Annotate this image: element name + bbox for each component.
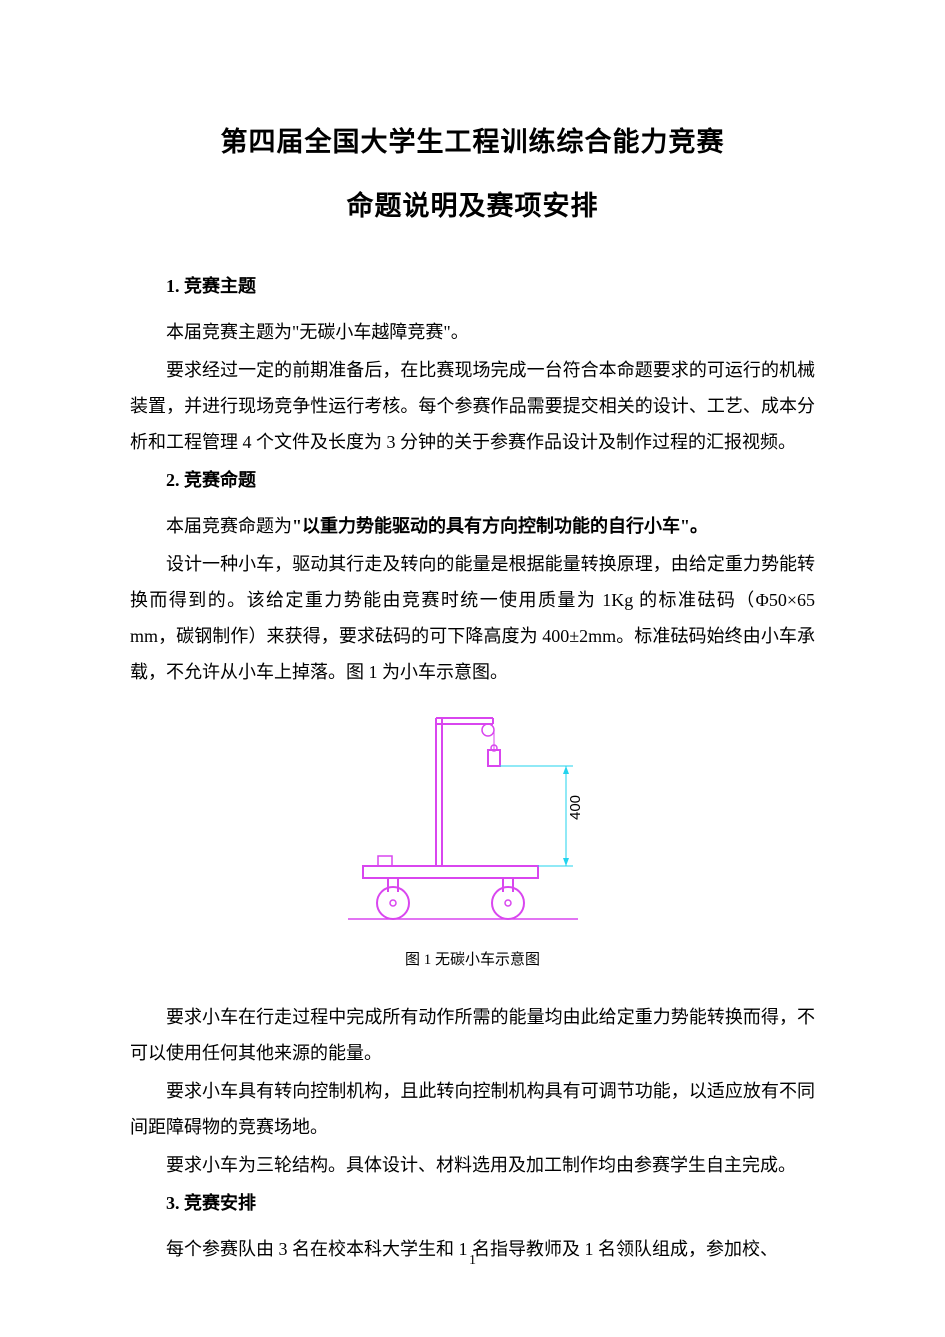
- figure-container: 400 图 1 无碳小车示意图: [130, 708, 815, 969]
- page-number: 1: [469, 1253, 476, 1269]
- section1-p1: 本届竞赛主题为"无碳小车越障竞赛"。: [130, 314, 815, 350]
- section2-p1-bold: "以重力势能驱动的具有方向控制功能的自行小车"。: [292, 516, 708, 536]
- section2-p3: 要求小车在行走过程中完成所有动作所需的能量均由此给定重力势能转换而得，不可以使用…: [130, 999, 815, 1071]
- section3-heading: 3. 竞赛安排: [130, 1185, 815, 1221]
- cart-diagram: 400: [328, 708, 618, 928]
- section2-p5: 要求小车为三轮结构。具体设计、材料选用及加工制作均由参赛学生自主完成。: [130, 1147, 815, 1183]
- figure-caption: 图 1 无碳小车示意图: [130, 948, 815, 969]
- title-main: 第四届全国大学生工程训练综合能力竞赛: [130, 120, 815, 159]
- section2-heading: 2. 竞赛命题: [130, 462, 815, 498]
- section1-heading: 1. 竞赛主题: [130, 268, 815, 304]
- section2-p2: 设计一种小车，驱动其行走及转向的能量是根据能量转换原理，由给定重力势能转换而得到…: [130, 546, 815, 690]
- section2-p1-prefix: 本届竞赛命题为: [166, 516, 292, 536]
- dimension-label: 400: [567, 795, 584, 820]
- section2-p1: 本届竞赛命题为"以重力势能驱动的具有方向控制功能的自行小车"。: [130, 508, 815, 544]
- section1-p2: 要求经过一定的前期准备后，在比赛现场完成一台符合本命题要求的可运行的机械装置，并…: [130, 352, 815, 460]
- section2-p4: 要求小车具有转向控制机构，且此转向控制机构具有可调节功能，以适应放有不同间距障碍…: [130, 1073, 815, 1145]
- title-sub: 命题说明及赛项安排: [130, 184, 815, 223]
